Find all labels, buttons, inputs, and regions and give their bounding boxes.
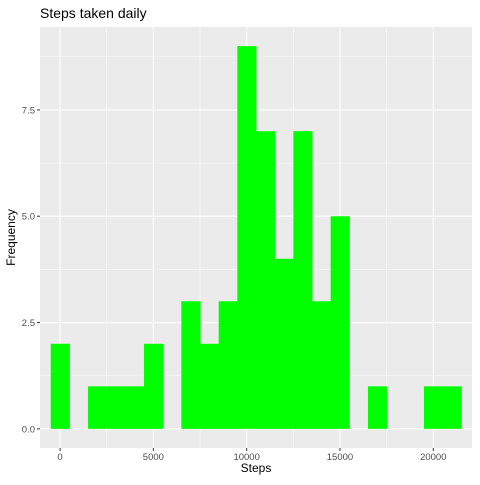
- histogram-bar: [50, 343, 70, 429]
- histogram-bar: [144, 343, 164, 429]
- chart-title: Steps taken daily: [40, 5, 147, 21]
- x-tick-label: 20000: [420, 452, 446, 463]
- histogram-bar: [181, 301, 201, 429]
- x-tick-label: 0: [57, 452, 62, 463]
- histogram-bar: [293, 131, 313, 429]
- histogram-bar: [367, 386, 388, 429]
- histogram-bar: [125, 386, 145, 429]
- histogram-bar: [256, 131, 276, 429]
- histogram-bar: [423, 386, 444, 429]
- y-tick-label: 5.0: [22, 212, 35, 223]
- histogram-bar: [237, 46, 257, 429]
- histogram-bars: [50, 46, 462, 429]
- histogram-bar: [218, 301, 238, 429]
- x-tick-label: 5000: [143, 452, 164, 463]
- y-tick-label: 0.0: [22, 424, 35, 435]
- x-tick-label: 10000: [233, 452, 259, 463]
- y-axis-label: Frequency: [4, 209, 18, 266]
- histogram-bar: [106, 386, 126, 429]
- x-axis: 0 5000 10000 15000 20000: [57, 448, 446, 463]
- histogram-bar: [442, 386, 462, 429]
- x-tick-label: 15000: [327, 452, 353, 463]
- x-axis-label: Steps: [241, 461, 272, 475]
- histogram-bar: [88, 386, 108, 429]
- y-axis: 0.0 2.5 5.0 7.5: [22, 105, 40, 435]
- histogram-bar: [274, 258, 294, 429]
- histogram-bar: [330, 216, 350, 429]
- histogram-bar: [200, 343, 220, 429]
- y-tick-label: 2.5: [22, 318, 35, 329]
- y-tick-label: 7.5: [22, 105, 35, 116]
- histogram-bar: [311, 301, 332, 429]
